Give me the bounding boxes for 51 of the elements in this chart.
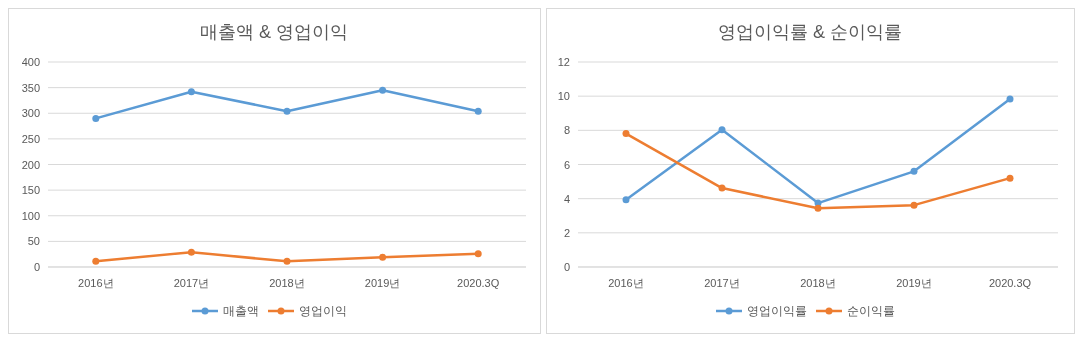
point bbox=[910, 201, 918, 209]
y-tick-label: 8 bbox=[563, 124, 570, 137]
legend-label: 매출액 bbox=[223, 304, 259, 318]
point bbox=[1006, 174, 1014, 182]
point bbox=[814, 204, 822, 212]
point bbox=[283, 257, 291, 265]
y-tick-label: 6 bbox=[563, 158, 570, 171]
y-tick-label: 2 bbox=[563, 226, 570, 239]
x-tick-label: 2016년 bbox=[608, 277, 644, 289]
x-tick-label: 2017년 bbox=[173, 277, 210, 289]
point bbox=[92, 257, 100, 265]
x-tick-label: 2016년 bbox=[78, 277, 114, 289]
point bbox=[92, 114, 100, 122]
x-tick-label: 2020.3Q bbox=[988, 277, 1032, 289]
point bbox=[622, 130, 630, 138]
point bbox=[622, 196, 630, 204]
point bbox=[379, 86, 387, 94]
x-tick-label: 2018년 bbox=[269, 277, 305, 289]
y-tick-label: 200 bbox=[21, 158, 40, 171]
legend-label: 순이익률 bbox=[847, 304, 895, 318]
y-tick-label: 350 bbox=[21, 81, 40, 94]
point bbox=[718, 184, 726, 192]
point bbox=[379, 253, 387, 261]
point bbox=[187, 88, 195, 96]
y-tick-label: 300 bbox=[21, 107, 40, 120]
x-tick-label: 2020.3Q bbox=[457, 277, 500, 289]
x-tick-label: 2019년 bbox=[364, 277, 401, 289]
y-tick-label: 4 bbox=[563, 192, 570, 205]
point bbox=[187, 248, 195, 256]
y-tick-label: 150 bbox=[21, 184, 40, 197]
chart-title: 매출액 & 영업이익 bbox=[199, 22, 349, 42]
y-tick-label: 400 bbox=[21, 56, 40, 68]
y-tick-label: 12 bbox=[557, 56, 570, 68]
y-tick-label: 250 bbox=[21, 132, 40, 145]
y-tick-label: 50 bbox=[27, 235, 40, 248]
x-tick-label: 2019년 bbox=[896, 277, 932, 289]
legend-label: 영업이익 bbox=[299, 304, 347, 318]
chart-title: 영업이익률 & 순이익률 bbox=[717, 22, 903, 42]
point bbox=[1006, 95, 1014, 103]
point bbox=[474, 107, 482, 115]
point bbox=[910, 167, 918, 175]
point bbox=[718, 126, 726, 134]
x-tick-label: 2018년 bbox=[800, 277, 836, 289]
y-tick-label: 100 bbox=[21, 209, 40, 222]
y-tick-label: 0 bbox=[563, 261, 570, 273]
legend-label: 영업이익률 bbox=[747, 304, 807, 318]
x-tick-label: 2017년 bbox=[704, 277, 740, 289]
y-tick-label: 10 bbox=[557, 90, 570, 103]
point bbox=[283, 107, 291, 115]
y-tick-label: 0 bbox=[33, 261, 40, 273]
point bbox=[474, 250, 482, 258]
